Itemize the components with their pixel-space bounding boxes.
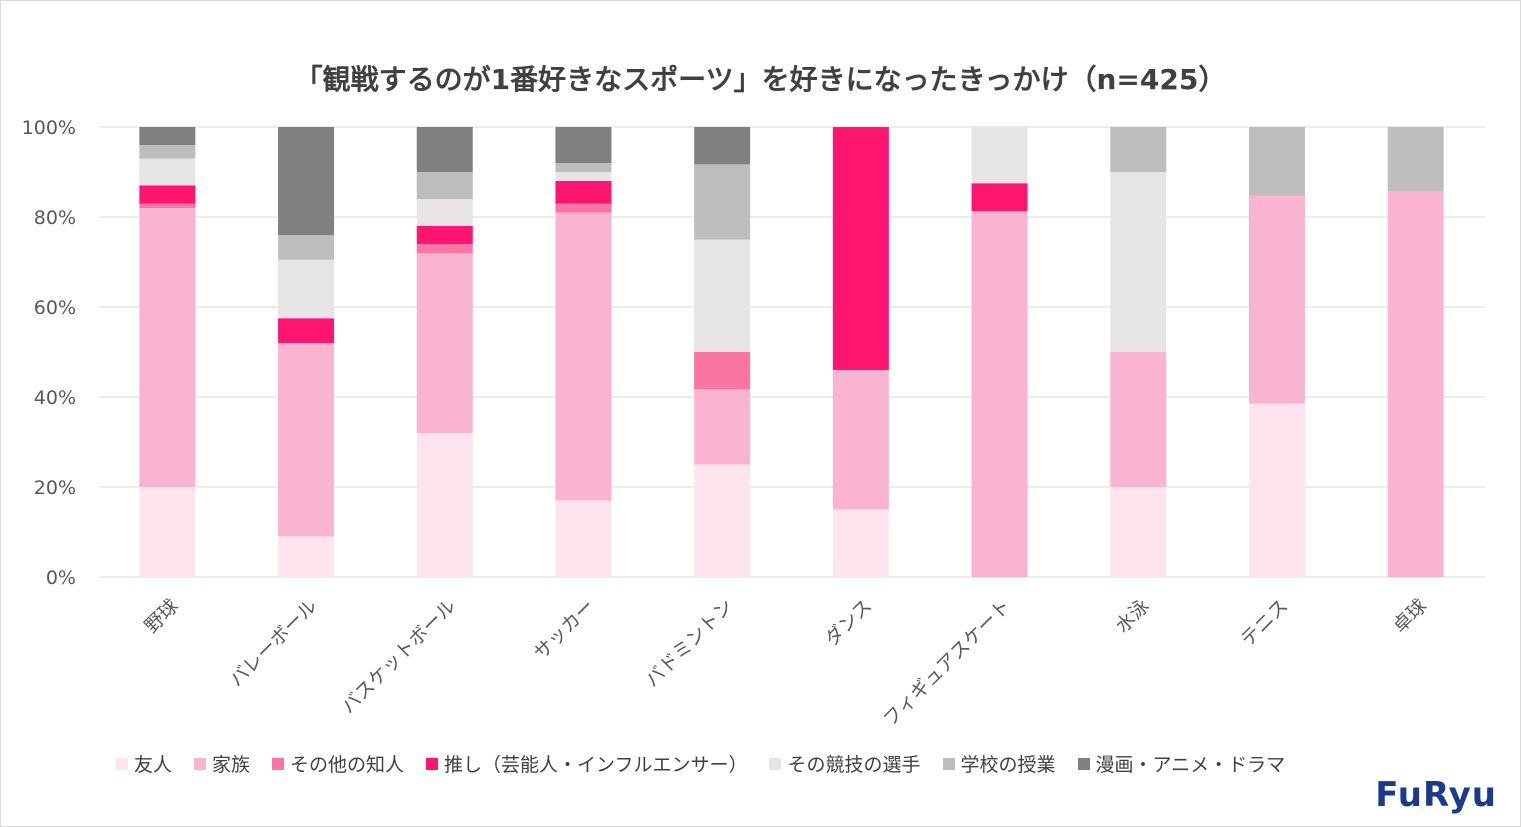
bar-segment (139, 185, 196, 204)
x-tick-label: ダンス (821, 595, 877, 651)
bar-segment (694, 464, 751, 577)
x-tick-label: テニス (1237, 595, 1293, 651)
bar-segment (1248, 195, 1305, 404)
bar-segment (832, 127, 889, 370)
bar-segment (1110, 127, 1167, 172)
x-tick-label: バレーボール (225, 595, 321, 691)
bar-segment (416, 199, 473, 226)
bar-segment (694, 352, 751, 390)
bar-segment (1248, 403, 1305, 577)
legend-label: 友人 (134, 754, 173, 776)
legend-swatch (1077, 757, 1090, 770)
bar-segment (416, 127, 473, 172)
bar-segment (278, 343, 335, 537)
bar-segment (1110, 172, 1167, 352)
x-tick-label: バスケットボール (337, 595, 460, 718)
legend-item: 漫画・アニメ・ドラマ (1077, 750, 1286, 777)
legend-item: その競技の選手 (769, 750, 921, 777)
legend-item: 友人 (116, 750, 172, 777)
bar-segment (694, 127, 751, 165)
bar-segment (694, 164, 751, 240)
bar-segment (694, 389, 751, 465)
bar-segment (278, 127, 335, 235)
bar-segment (139, 158, 196, 186)
bar-segment (555, 500, 612, 577)
bar-segment (416, 172, 473, 199)
bar-segment (1110, 487, 1167, 577)
bar-segment (555, 163, 612, 172)
legend-swatch (942, 757, 955, 770)
bar-segment (555, 203, 612, 213)
furyu-logo: FuRyu (1375, 775, 1497, 815)
legend-label: 推し（芸能人・インフルエンサー） (444, 754, 748, 776)
bar-segment (139, 208, 196, 487)
bar-segment (832, 370, 889, 510)
bar-segment (555, 181, 612, 204)
legend-swatch (194, 757, 207, 770)
bar-segment (139, 203, 196, 208)
y-tick-label: 80% (34, 207, 76, 229)
legend-item: 家族 (194, 750, 250, 777)
legend-item: 学校の授業 (942, 750, 1056, 777)
legend-label: その他の知人 (290, 754, 405, 776)
x-tick-label: バドミントン (641, 595, 738, 692)
legend-item: その他の知人 (272, 750, 404, 777)
legend-swatch (426, 757, 439, 770)
bar-segment (971, 211, 1028, 577)
bar-segment (555, 172, 612, 181)
y-tick-label: 60% (34, 297, 76, 319)
legend-swatch (272, 757, 285, 770)
bar-segment (971, 127, 1028, 184)
legend-swatch (116, 757, 128, 770)
bar-segment (278, 259, 335, 319)
y-tick-label: 20% (34, 477, 76, 499)
legend-item: 推し（芸能人・インフルエンサー） (426, 750, 747, 777)
bar-segment (971, 183, 1028, 212)
bar-segment (832, 509, 889, 577)
x-tick-label: フィギュアスケート (879, 595, 1015, 731)
chart-title: 「観戦するのが1番好きなスポーツ」を好きになったきっかけ（n=425） (294, 63, 1227, 96)
y-tick-label: 100% (22, 117, 76, 139)
legend: 友人 家族 その他の知人 推し（芸能人・インフルエンサー） その競技の選手 学校の授業 漫画… (116, 750, 1285, 777)
bar-segment (278, 536, 335, 577)
y-tick-label: 40% (34, 387, 76, 409)
bar-segment (1248, 127, 1305, 196)
bar-segment (1387, 127, 1444, 192)
bar-segment (139, 127, 196, 145)
bar-segment (1110, 352, 1167, 487)
legend-label: 家族 (212, 754, 251, 776)
x-tick-label: 野球 (140, 595, 182, 637)
bar-segment (555, 127, 612, 163)
bar-segment (278, 318, 335, 343)
bar-segment (416, 244, 473, 253)
bar-segment (1387, 191, 1444, 577)
legend-label: 漫画・アニメ・ドラマ (1095, 754, 1286, 776)
y-tick-label: 0% (46, 567, 76, 589)
bar-segment (278, 235, 335, 260)
bar-segment (555, 212, 612, 501)
bar-segment (416, 226, 473, 244)
legend-label: 学校の授業 (960, 754, 1056, 776)
x-tick-label: 卓球 (1389, 595, 1431, 637)
bar-segment (416, 253, 473, 433)
bar-segment (416, 433, 473, 577)
x-tick-label: 水泳 (1111, 595, 1153, 637)
legend-label: その競技の選手 (787, 754, 921, 776)
bar-segment (139, 145, 196, 159)
bar-segment (139, 487, 196, 577)
x-tick-label: サッカー (530, 595, 599, 664)
bar-segment (694, 239, 751, 352)
legend-swatch (769, 757, 782, 770)
